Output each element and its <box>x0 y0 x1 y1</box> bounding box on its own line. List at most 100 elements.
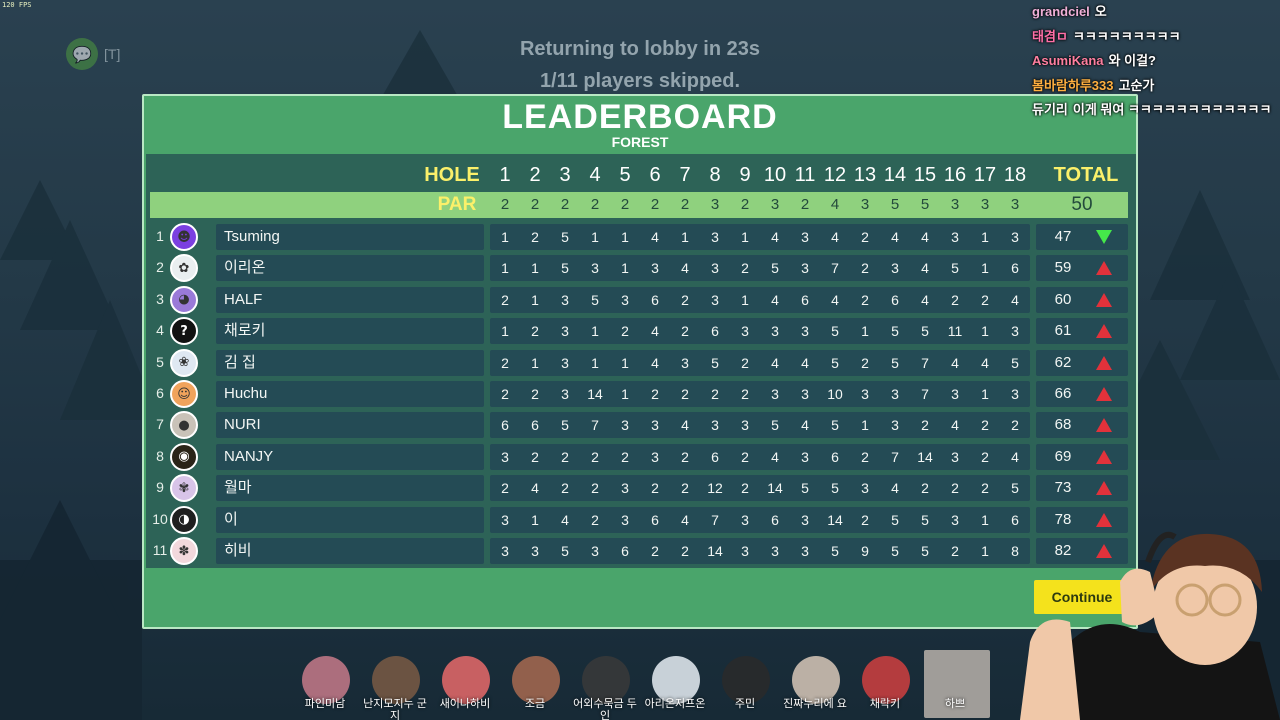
hole-score: 2 <box>531 386 539 402</box>
hole-score: 3 <box>951 386 959 402</box>
par-value: 2 <box>740 196 750 213</box>
hole-score: 1 <box>981 229 989 245</box>
hole-number: 12 <box>823 164 847 186</box>
hole-score: 1 <box>531 260 539 277</box>
player-total: 59 <box>1054 259 1072 277</box>
participant-avatar <box>512 656 560 704</box>
player-rank: 5 <box>156 353 164 370</box>
chat-message: 태겸ㅁ ㅋㅋㅋㅋㅋㅋㅋㅋㅋ <box>1032 25 1278 50</box>
participant-avatar <box>372 656 420 704</box>
player-name-box: HALF <box>216 286 484 313</box>
hole-score: 2 <box>861 354 869 371</box>
player-row: 1 ☻ Tsuming 1 2 5 1 1 4 1 3 1 4 3 4 2 4 4 3 1 3 47 <box>146 222 1136 251</box>
chat-message: AsumiKana 와 이걸? <box>1032 49 1278 74</box>
course-name: FOREST <box>611 134 669 150</box>
hole-score: 4 <box>801 417 809 434</box>
hole-score: 14 <box>707 543 723 559</box>
player-total-box: 82 <box>1036 538 1128 564</box>
hole-score: 2 <box>711 386 719 402</box>
hole-score: 4 <box>921 229 929 245</box>
hole-number: 4 <box>589 164 601 186</box>
player-rank: 4 <box>156 322 164 339</box>
hole-score: 2 <box>681 323 689 340</box>
continue-button[interactable]: Continue <box>1034 580 1130 614</box>
hole-score: 7 <box>891 448 899 465</box>
voice-participant: 조금 <box>502 650 568 720</box>
player-total: 69 <box>1054 447 1072 465</box>
hole-number: 13 <box>853 164 877 186</box>
hole-score: 1 <box>591 323 599 340</box>
hole-score: 12 <box>707 480 723 497</box>
participant-avatar <box>442 656 490 704</box>
hole-score: 4 <box>651 354 659 371</box>
participant-name: 어외수묵금 두인 <box>573 698 637 720</box>
hole-score: 3 <box>771 543 779 559</box>
hole-score: 5 <box>561 229 569 245</box>
voice-participant: 파인미남 <box>292 650 358 720</box>
voice-participant: 하쁘 <box>922 650 990 720</box>
hole-score: 3 <box>861 480 869 497</box>
hole-score: 3 <box>951 448 959 465</box>
player-row: 2 ✿ 이리온 1 1 5 3 1 3 4 3 2 5 3 7 2 3 4 5 1 6 59 <box>146 253 1136 283</box>
hole-number: 1 <box>499 164 511 186</box>
par-value: 3 <box>710 196 720 213</box>
participant-avatar <box>582 656 630 704</box>
player-scores: 1 2 3 1 2 4 2 6 3 3 3 5 1 5 5 11 1 3 <box>490 318 1030 345</box>
hole-score: 1 <box>981 260 989 277</box>
hole-score: 4 <box>531 480 539 497</box>
hole-score: 4 <box>921 291 929 308</box>
par-value: 3 <box>770 196 780 213</box>
hole-score: 6 <box>711 323 719 340</box>
hole-score: 3 <box>711 229 719 245</box>
par-total: 50 <box>1071 194 1093 215</box>
hole-score: 1 <box>531 354 539 371</box>
hole-score: 6 <box>831 448 839 465</box>
par-value: 4 <box>830 196 840 213</box>
trend-up-icon <box>1096 292 1112 307</box>
player-avatar: ❀ <box>170 348 198 377</box>
hole-score: 2 <box>531 229 539 245</box>
trend-up-icon <box>1096 544 1112 558</box>
hole-score: 5 <box>561 543 569 559</box>
hole-score: 6 <box>771 511 779 528</box>
hole-score: 2 <box>741 386 749 402</box>
player-avatar: ✽ <box>170 537 198 565</box>
hole-score: 3 <box>1011 323 1019 340</box>
player-rank: 2 <box>156 259 164 276</box>
hole-score: 3 <box>891 386 899 402</box>
hole-score: 3 <box>711 260 719 277</box>
chat-bubble-icon: 💬 <box>66 38 98 70</box>
hole-score: 2 <box>1011 417 1019 434</box>
participant-avatar <box>862 656 910 704</box>
hole-score: 2 <box>951 291 959 308</box>
hole-number: 18 <box>1003 164 1027 186</box>
hole-score: 3 <box>771 386 779 402</box>
player-total-box: 69 <box>1036 443 1128 470</box>
chat-username: 듀기리 <box>1032 102 1068 117</box>
hole-score: 3 <box>651 448 659 465</box>
player-avatar: ● <box>170 411 198 440</box>
player-scores: 2 4 2 2 3 2 2 12 2 14 5 5 3 4 2 2 2 5 <box>490 475 1030 502</box>
player-rank: 6 <box>156 385 164 401</box>
player-total-box: 61 <box>1036 318 1128 345</box>
par-row: PAR 50 2 2 2 2 2 2 2 3 2 3 2 4 3 5 5 3 3 3 <box>150 192 1128 218</box>
hole-score: 3 <box>741 543 749 559</box>
hole-score: 5 <box>831 480 839 497</box>
player-scores: 3 2 2 2 2 3 2 6 2 4 3 6 2 7 14 3 2 4 <box>490 443 1030 470</box>
voice-participant: 주민 <box>712 650 778 720</box>
player-rank: 10 <box>152 510 168 527</box>
player-name: 이 <box>224 510 238 528</box>
hole-number: 7 <box>679 164 691 186</box>
trend-up-icon <box>1096 387 1112 401</box>
hole-score: 1 <box>741 229 749 245</box>
hole-score: 5 <box>891 543 899 559</box>
player-scores: 3 1 4 2 3 6 4 7 3 6 3 14 2 5 5 3 1 6 <box>490 506 1030 533</box>
hole-score: 2 <box>561 448 569 465</box>
hole-score: 2 <box>531 323 539 340</box>
player-total-box: 60 <box>1036 286 1128 313</box>
hole-score: 3 <box>561 386 569 402</box>
player-name-box: 채로키 <box>216 318 484 345</box>
hole-score: 5 <box>771 417 779 434</box>
player-total: 60 <box>1054 290 1072 308</box>
hole-number: 3 <box>559 164 571 186</box>
